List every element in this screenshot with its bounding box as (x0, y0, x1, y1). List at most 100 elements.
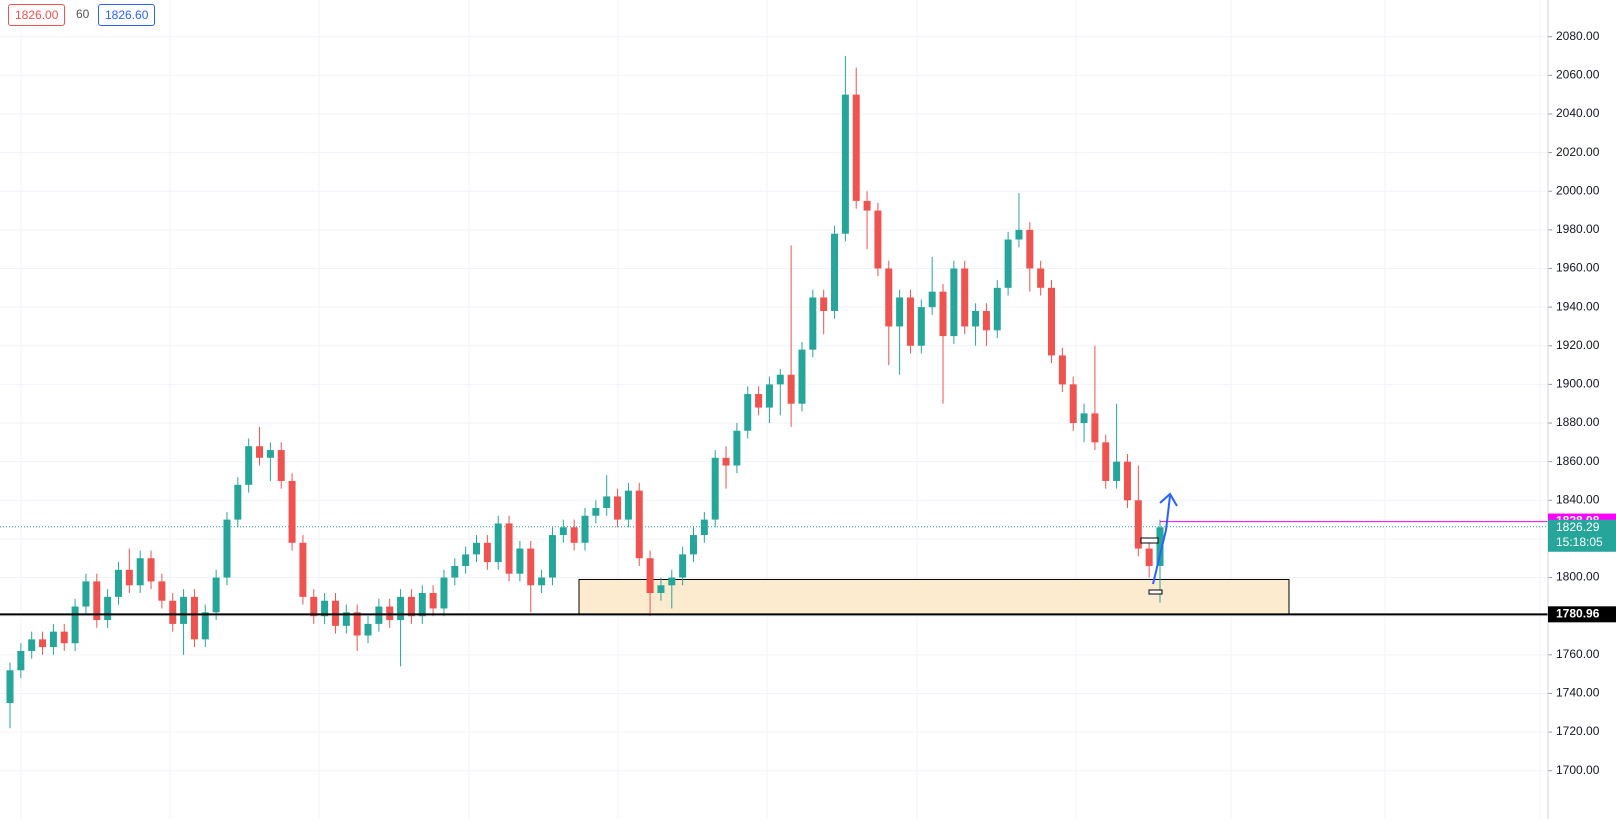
candle-body (180, 596, 188, 624)
zone (578, 578, 1290, 615)
candle-body (28, 639, 36, 651)
candle-body (982, 310, 990, 331)
candle-body (1123, 461, 1131, 501)
candle-body (776, 374, 784, 385)
candle-body (635, 490, 643, 559)
y-tick-label: 1860.00 (1556, 454, 1600, 468)
candle-body (1134, 500, 1142, 549)
candle-body (299, 542, 307, 597)
candle-body (505, 523, 513, 574)
candle-body (614, 496, 622, 520)
candle-body (483, 542, 491, 563)
forecast-arrow (1152, 495, 1171, 585)
countdown-label: 15:18:05 (1556, 535, 1603, 549)
candle-body (917, 307, 925, 346)
last-price-label: 1826.29 (1556, 520, 1600, 534)
forecast-arrowhead (1159, 492, 1178, 507)
candle-body (418, 593, 426, 617)
candle-body (570, 527, 578, 543)
spread: 60 (72, 4, 94, 24)
candle-body (440, 577, 448, 609)
candle-body (852, 94, 860, 201)
candle-body (809, 297, 817, 350)
candle-body (223, 519, 231, 578)
y-tick-label: 1740.00 (1556, 686, 1600, 700)
candle-body (1015, 229, 1023, 240)
candle-body (831, 233, 839, 311)
candle-body (733, 430, 741, 466)
candle-body (407, 596, 415, 617)
marker-box (1140, 537, 1159, 544)
candle-body (451, 565, 459, 578)
candle-body (125, 569, 133, 586)
candle-body (863, 200, 871, 211)
candle-body (689, 535, 697, 555)
candle-body (429, 593, 437, 609)
candle-body (603, 496, 611, 509)
candle-body (93, 581, 101, 621)
y-tick-label: 1720.00 (1556, 724, 1600, 738)
y-tick-label: 1900.00 (1556, 377, 1600, 391)
candle-body (6, 670, 14, 704)
y-tick-label: 1960.00 (1556, 261, 1600, 275)
candle-body (277, 450, 285, 481)
y-tick-label: 2060.00 (1556, 68, 1600, 82)
candle-body (1004, 239, 1012, 288)
marker-box (1148, 589, 1163, 595)
sell-price[interactable]: 1826.00 (8, 4, 66, 26)
candle-body (321, 600, 329, 617)
candle-body (1037, 268, 1045, 288)
y-tick-label: 1980.00 (1556, 222, 1600, 236)
candle-body (961, 268, 969, 327)
candle-body (928, 291, 936, 308)
candle-body (234, 484, 242, 520)
candle-body (896, 297, 904, 327)
candle-body (516, 548, 524, 574)
last-price-tag (1548, 519, 1616, 552)
candle-body (364, 623, 372, 636)
candle-body (874, 210, 882, 269)
y-tick-label: 1940.00 (1556, 299, 1600, 313)
candle-body (700, 519, 708, 536)
candle-body (114, 569, 122, 597)
candle-body (342, 612, 350, 626)
candle-body (722, 457, 730, 466)
candle-body (71, 606, 79, 644)
candle-body (288, 480, 296, 543)
candle-body (711, 457, 719, 520)
candle-body (266, 450, 274, 458)
candle-body (39, 639, 47, 648)
candle-body (494, 523, 502, 563)
candle-body (462, 554, 470, 566)
candle-body (1069, 384, 1077, 424)
candle-body (60, 631, 68, 644)
candle-body (548, 535, 556, 578)
buy-price[interactable]: 1826.60 (98, 4, 156, 26)
candle-body (646, 558, 654, 594)
candle-body (527, 548, 535, 586)
candle-body (787, 374, 795, 404)
candle-body (798, 349, 806, 404)
candle-body (169, 600, 177, 624)
candle-body (765, 384, 773, 408)
candle-body (310, 596, 318, 617)
candle-body (993, 287, 1001, 331)
candle-body (906, 297, 914, 346)
candle-body (82, 581, 90, 607)
candle-body (386, 606, 394, 621)
candle-body (755, 394, 763, 408)
candle-body (885, 268, 893, 327)
candle-body (473, 542, 481, 555)
y-tick-label: 2080.00 (1556, 29, 1600, 43)
candle-body (1080, 413, 1088, 424)
candle-body (939, 291, 947, 337)
candle-body (538, 577, 546, 586)
candle-body (1145, 548, 1153, 566)
candle-body (331, 600, 339, 626)
candle-body (353, 612, 361, 636)
candle-body (1091, 413, 1099, 443)
candle-body (1156, 527, 1164, 566)
y-tick-label: 2020.00 (1556, 145, 1600, 159)
candle-body (256, 446, 264, 458)
